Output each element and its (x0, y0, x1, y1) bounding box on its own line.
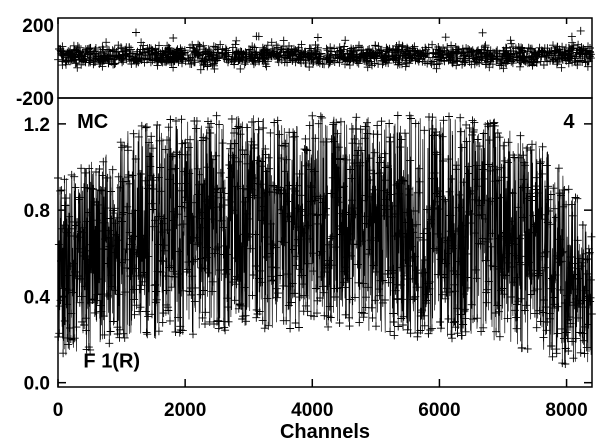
panel-annotation: F 1(R) (83, 351, 140, 373)
residual-points (54, 26, 595, 74)
x-tick-label: 8000 (545, 400, 587, 421)
spectrum-y-tick-label: 0.8 (24, 201, 50, 222)
spectrum-y-tick-label: 0.4 (24, 287, 51, 308)
residual-markers (54, 26, 595, 74)
annotations: MC 4 F 1(R) (77, 111, 575, 372)
spectrum-points (54, 111, 596, 368)
residual-y-tick-label: -200 (16, 89, 54, 110)
axes: 200 -200 0.0 0.4 0.8 1.2 0 2000 4000 6000 8000 (16, 16, 592, 421)
x-tick-label: 4000 (291, 400, 333, 421)
panel-annotation: 4 (563, 111, 575, 133)
x-tick-label: 6000 (418, 400, 460, 421)
x-axis-label: Channels (280, 421, 370, 442)
spectrum-panel-frame (57, 97, 593, 388)
spectrum-y-tick-label: 1.2 (24, 115, 50, 136)
residual-y-tick-label: 200 (22, 16, 54, 37)
x-tick-label: 2000 (164, 400, 206, 421)
panel-annotation: MC (77, 111, 108, 133)
x-tick-label: 0 (53, 400, 64, 421)
spectrum-y-tick-label: 0.0 (24, 374, 50, 395)
